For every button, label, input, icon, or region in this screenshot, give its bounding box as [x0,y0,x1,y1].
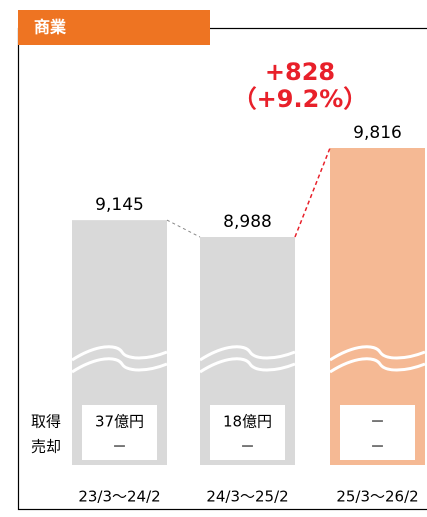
frame [17,27,427,511]
x-tick-label: 25/3～26/2 [336,488,418,506]
annotation: +828 [265,58,335,86]
value-label: 8,988 [223,212,272,232]
row-value: － [370,413,385,431]
annotation: （+9.2%） [233,85,368,113]
x-tick-label: 23/3～24/2 [78,488,160,506]
connector [294,147,331,238]
value-label: 9,145 [95,195,144,215]
x-tick-label: 24/3～25/2 [206,488,288,506]
title-tab [18,10,210,45]
axis-break [71,345,168,362]
axis-break [199,357,296,374]
row-value: － [370,438,385,456]
axis-break [71,357,168,374]
row-box [82,405,157,460]
row-box [340,405,415,460]
row-value: － [112,438,127,456]
row-label: 取得 [31,413,61,431]
axis-break [329,345,426,362]
row-value: － [240,438,255,456]
chart-title: 商業 [34,18,67,37]
axis-break [199,345,296,362]
row-label: 売却 [31,438,61,456]
row-value: 18億円 [223,413,272,431]
row-value: 37億円 [95,413,144,431]
row-box [210,405,285,460]
value-label: 9,816 [353,123,402,143]
axis-break [329,357,426,374]
connector [166,219,201,238]
